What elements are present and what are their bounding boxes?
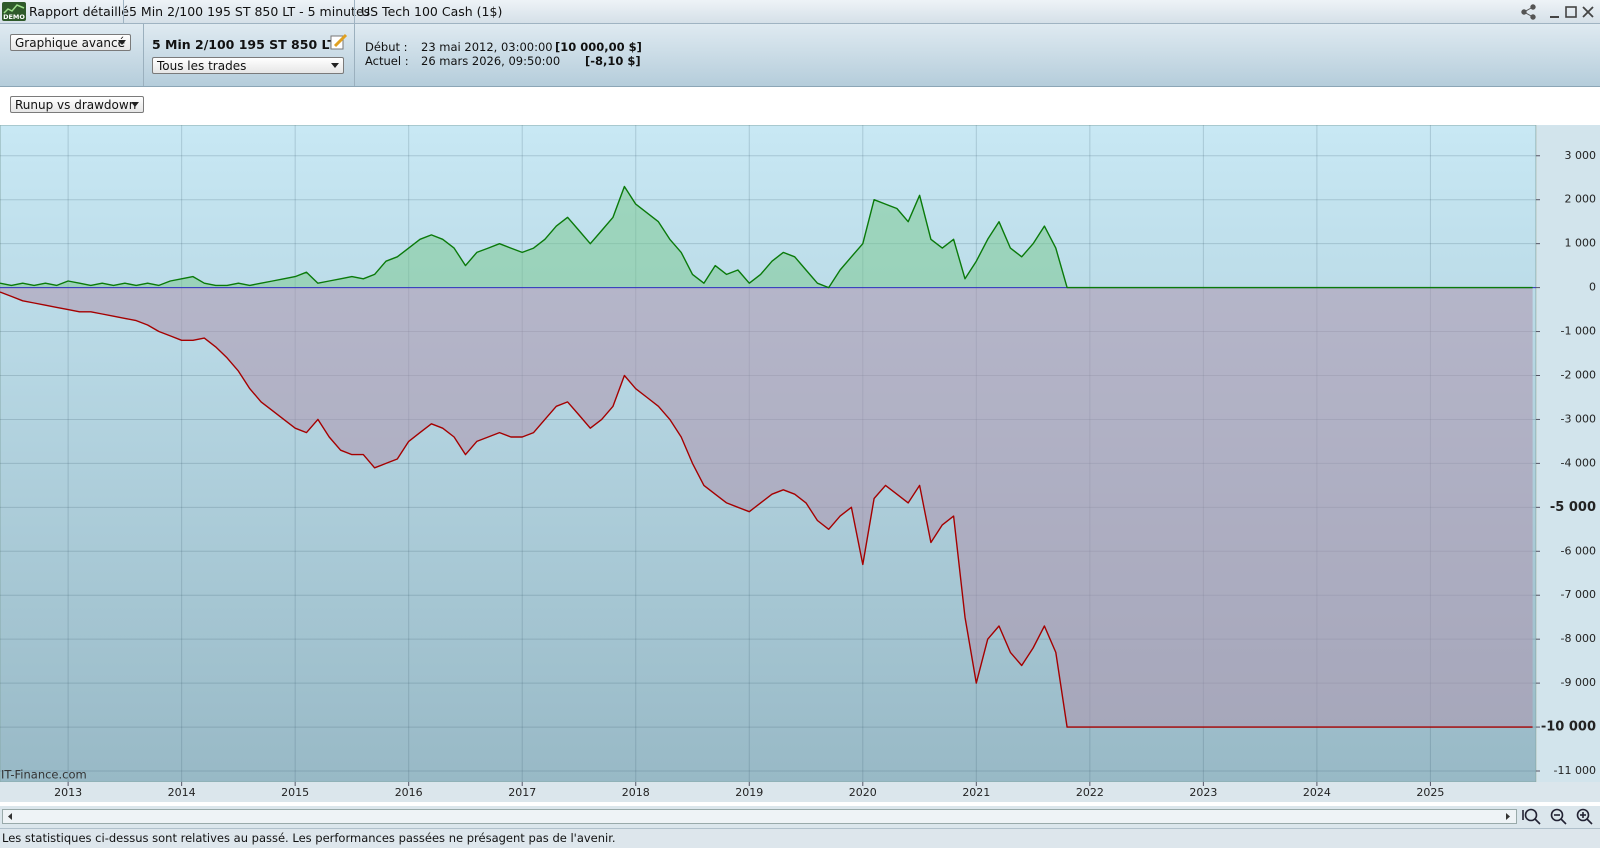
x-tick-label: 2018 xyxy=(622,786,650,799)
y-tick-label: -9 000 xyxy=(1561,676,1596,689)
y-tick-label: 1 000 xyxy=(1565,237,1597,250)
title-bar: DEMO Rapport détaillé 5 Min 2/100 195 ST… xyxy=(0,0,1600,24)
demo-icon: DEMO xyxy=(2,2,26,21)
start-label: Début : xyxy=(365,40,408,54)
y-tick-label: -11 000 xyxy=(1554,764,1596,777)
y-tick-label: -4 000 xyxy=(1561,456,1596,469)
zoom-out[interactable] xyxy=(1550,808,1567,825)
edit-icon[interactable] xyxy=(330,33,348,51)
y-tick-label: -3 000 xyxy=(1561,412,1596,425)
scrollbar-track xyxy=(2,809,1517,824)
x-tick-label: 2024 xyxy=(1303,786,1331,799)
view-select[interactable]: Graphique avancé xyxy=(10,34,131,51)
series-line xyxy=(0,291,1533,728)
disclaimer-text: Les statistiques ci-dessus sont relative… xyxy=(2,831,616,845)
x-tick-label: 2017 xyxy=(508,786,536,799)
x-tick-label: 2021 xyxy=(962,786,990,799)
disclaimer: Les statistiques ci-dessus sont relative… xyxy=(0,828,1600,848)
y-tick-label: -8 000 xyxy=(1561,632,1596,645)
x-tick-label: 2015 xyxy=(281,786,309,799)
x-tick-label: 2013 xyxy=(54,786,82,799)
current-amount: [-8,10 $] xyxy=(585,54,641,68)
selector-band: Runup vs drawdown xyxy=(0,87,1600,125)
y-tick-label: -7 000 xyxy=(1561,588,1596,601)
chart: IT-Finance.com 3 000 2 000 1 000 0 -1 000 -2 … xyxy=(0,125,1600,802)
zoom-fit[interactable] xyxy=(1522,808,1541,825)
x-tick-label: 2022 xyxy=(1076,786,1104,799)
horizontal-scrollbar[interactable] xyxy=(2,809,1518,825)
area-fill xyxy=(0,287,1533,728)
x-tick-label: 2025 xyxy=(1416,786,1444,799)
x-tick-label: 2020 xyxy=(849,786,877,799)
current-date: 26 mars 2026, 09:50:00 xyxy=(421,54,561,68)
scroll-right[interactable] xyxy=(1506,813,1510,820)
y-tick-label: -2 000 xyxy=(1561,368,1596,381)
current-label: Actuel : xyxy=(365,54,409,68)
y-axis-area xyxy=(1537,125,1600,782)
x-tick-label: 2016 xyxy=(395,786,423,799)
trade-filter-select[interactable]: Tous les trades xyxy=(152,57,344,74)
close-button[interactable] xyxy=(1582,6,1594,18)
x-tick-label: 2023 xyxy=(1189,786,1217,799)
toolbar: Graphique avancé 5 Min 2/100 195 ST 850 … xyxy=(0,24,1600,87)
tab[interactable]: 5 Min 2/100 195 ST 850 LT - 5 minutes xyxy=(129,4,371,19)
x-axis-area xyxy=(0,782,1600,802)
y-tick-label: -1 000 xyxy=(1561,325,1596,338)
window-controls xyxy=(1521,4,1594,20)
toolbar-divider xyxy=(143,24,144,86)
y-tick-label: 2 000 xyxy=(1565,193,1597,206)
x-tick-label: 2019 xyxy=(735,786,763,799)
start-amount: [10 000,00 $] xyxy=(555,40,642,54)
y-tick-label: 3 000 xyxy=(1565,149,1597,162)
watermark: IT-Finance.com xyxy=(1,768,87,782)
start-date: 23 mai 2012, 03:00:00 xyxy=(421,40,553,54)
strategy-name: 5 Min 2/100 195 ST 850 LT xyxy=(152,37,336,52)
chart-select[interactable]: Runup vs drawdown xyxy=(10,96,144,113)
tab-divider xyxy=(354,0,355,23)
tab-divider xyxy=(123,0,124,23)
maximize-button[interactable] xyxy=(1565,6,1577,18)
y-tick-label: 0 xyxy=(1589,281,1596,294)
scroll-left[interactable] xyxy=(8,813,12,820)
y-tick-label: -5 000 xyxy=(1550,500,1596,515)
tab[interactable]: US Tech 100 Cash (1$) xyxy=(361,4,503,19)
share-button[interactable] xyxy=(1521,4,1536,20)
y-tick-label: -6 000 xyxy=(1561,544,1596,557)
scroll-area xyxy=(0,806,1600,828)
edit-icon-pencil xyxy=(333,33,348,48)
x-tick-label: 2014 xyxy=(168,786,196,799)
series-line xyxy=(0,185,1533,289)
tab[interactable]: Rapport détaillé xyxy=(29,4,129,19)
demo-icon-chart xyxy=(3,4,25,14)
zoom-in[interactable] xyxy=(1576,808,1593,825)
y-tick-label: -10 000 xyxy=(1541,720,1596,735)
demo-badge: DEMO xyxy=(3,13,25,21)
zoom-controls xyxy=(1522,808,1593,825)
toolbar-divider xyxy=(354,24,355,86)
